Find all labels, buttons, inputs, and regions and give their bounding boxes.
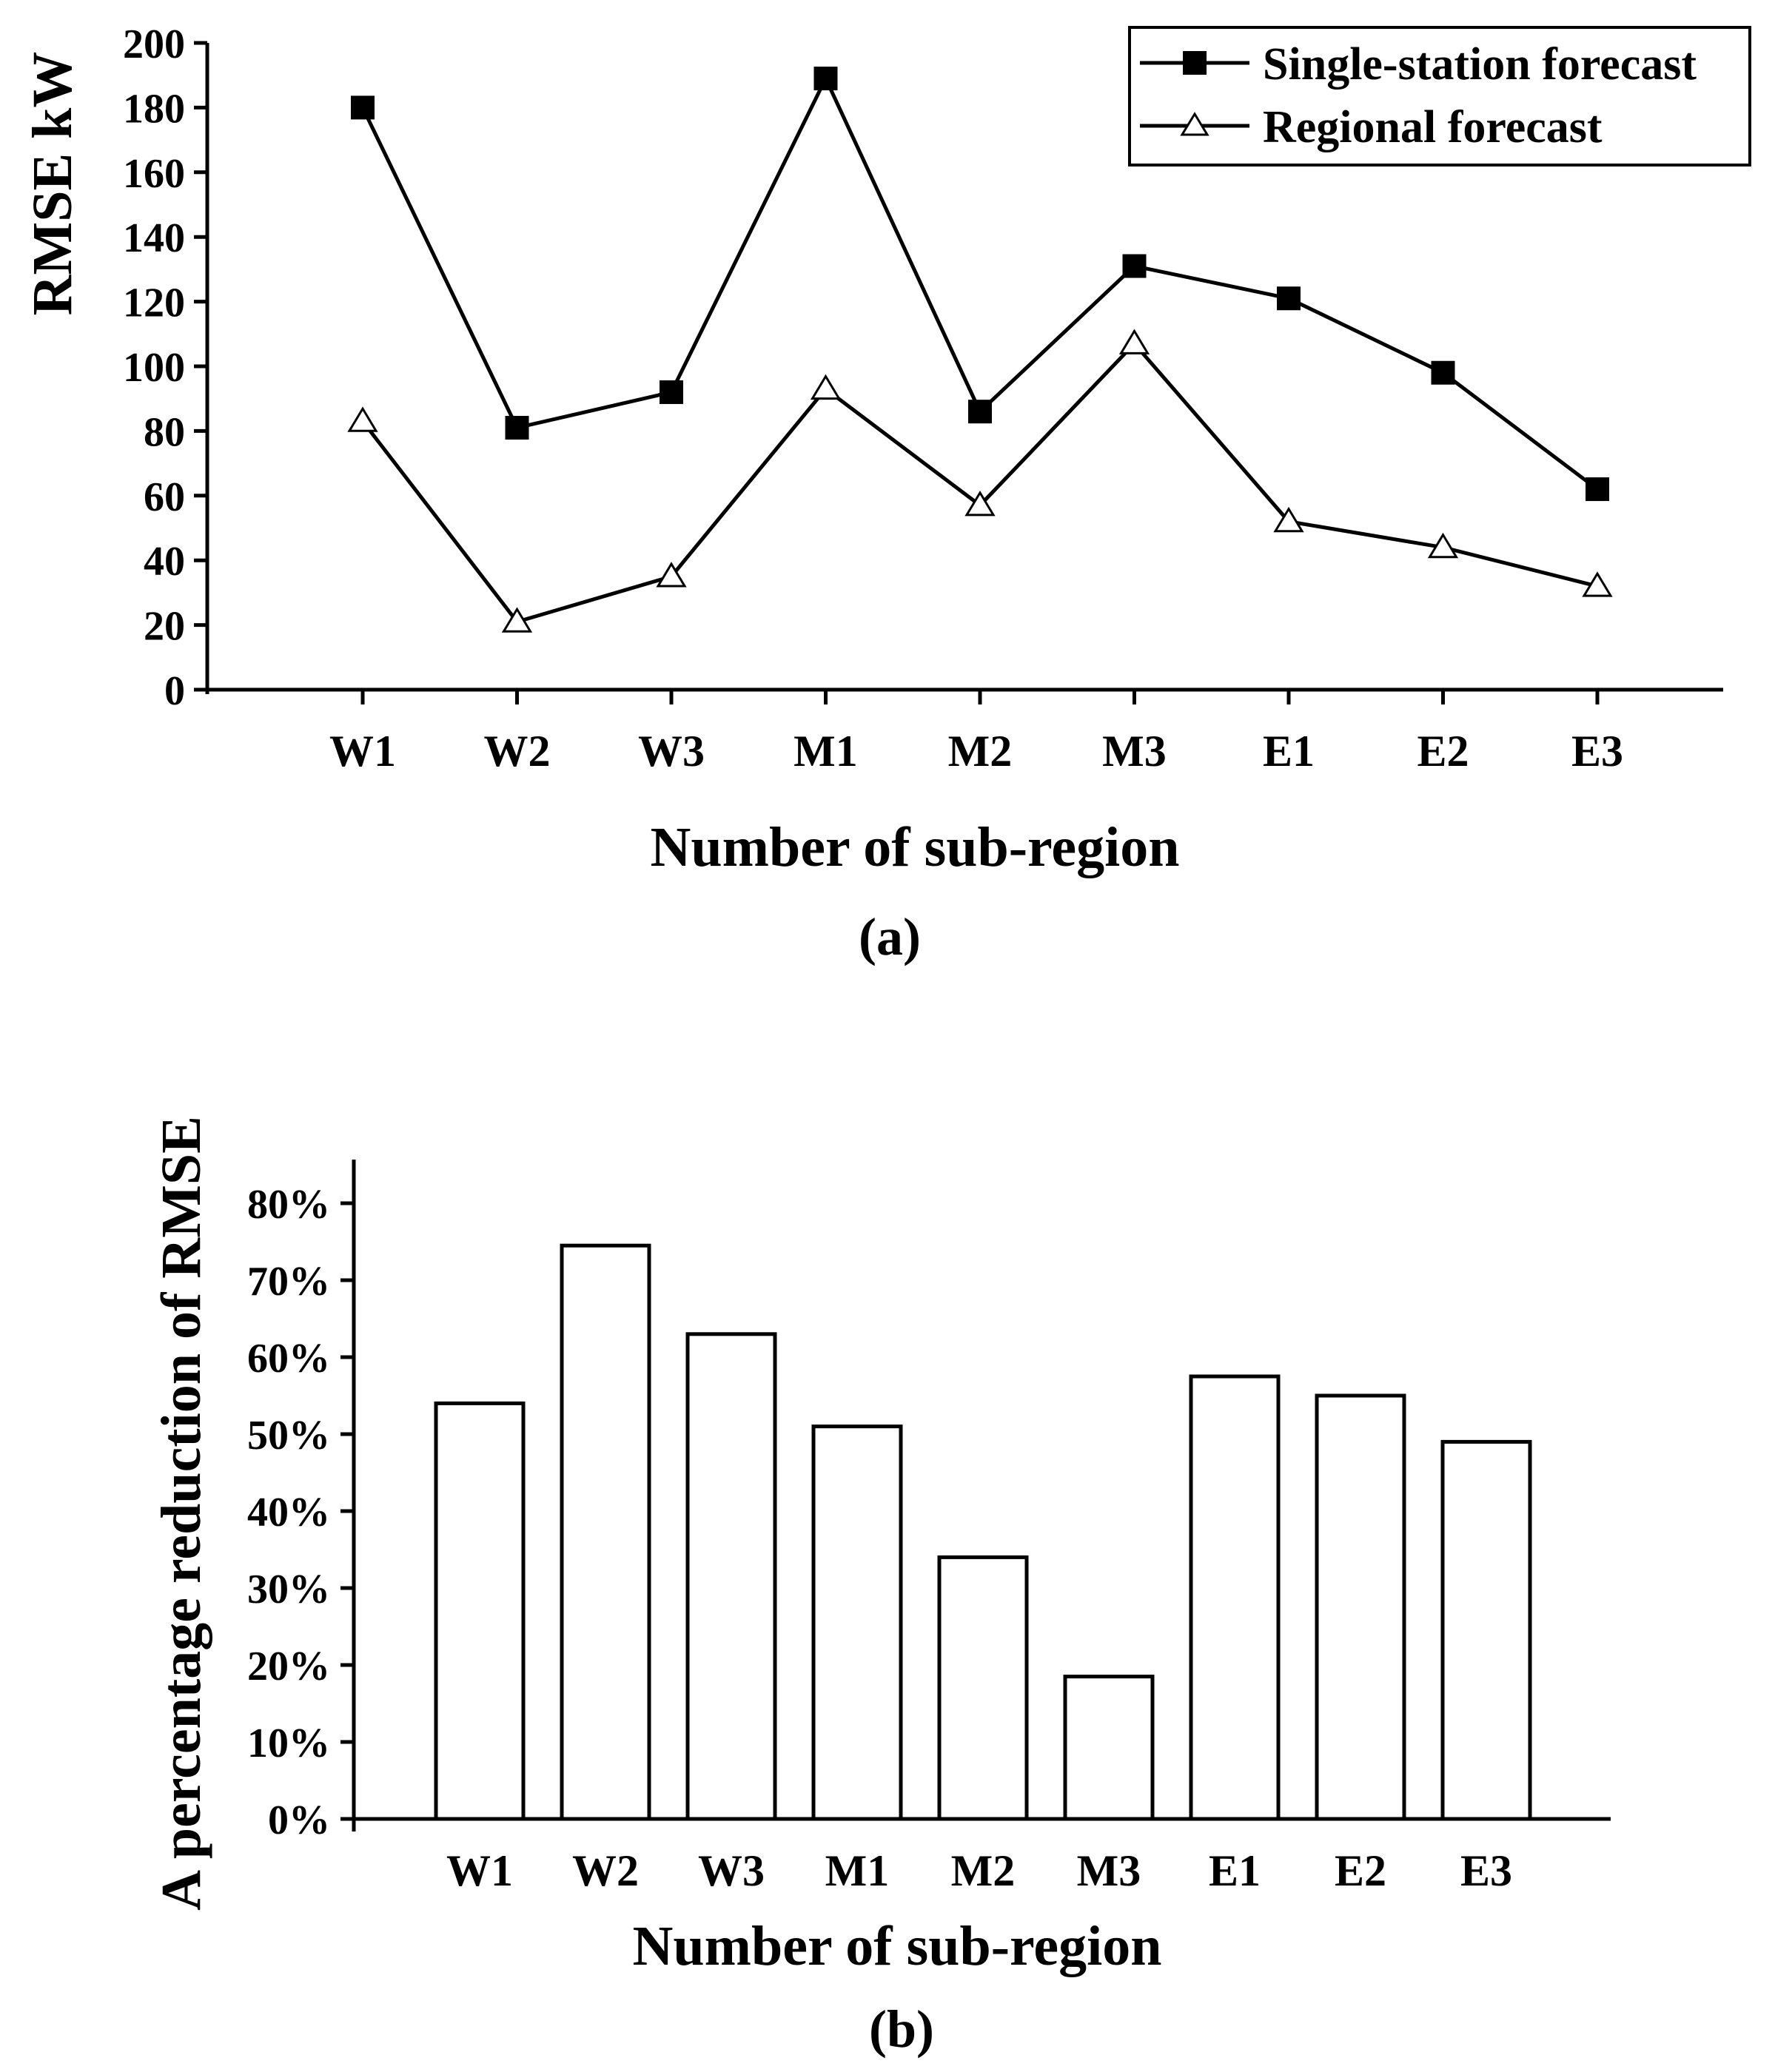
a-x-axis-title: Number of sub-region — [650, 816, 1179, 878]
b-y-tick-label: 10% — [247, 1720, 330, 1766]
a-point-single-station — [1431, 360, 1455, 385]
b-x-ticks: W1 W2 W3 M1 M2 M3 E1 E2 E3 — [446, 1846, 1512, 1895]
b-x-tick-label: W1 — [446, 1846, 513, 1895]
b-x-tick-label: M1 — [825, 1846, 890, 1895]
a-legend-frame — [1128, 26, 1751, 166]
b-panel-label: (b) — [869, 1999, 934, 2059]
b-bars — [434, 1243, 1532, 1821]
a-point-regional — [1273, 506, 1304, 533]
a-y-tick-label: 140 — [123, 215, 185, 261]
a-y-tick-label: 0 — [164, 668, 185, 714]
a-point-single-station — [1586, 477, 1609, 502]
a-point-regional — [347, 406, 378, 432]
a-x-tick-label: E1 — [1263, 727, 1315, 776]
a-point-regional — [1582, 571, 1613, 597]
a-x-tick-label: E3 — [1571, 727, 1623, 776]
a-x-tick-label: W3 — [638, 727, 705, 776]
a-point-regional — [1427, 532, 1459, 559]
b-bar-w1 — [434, 1401, 526, 1821]
legend-marker-open-triangle — [1180, 112, 1209, 136]
a-y-tick-label: 100 — [123, 345, 185, 391]
a-y-axis-title: RMSE kW — [21, 52, 84, 316]
a-point-single-station — [660, 380, 683, 404]
a-panel-label: (a) — [859, 907, 921, 966]
b-y-ticks: 0% 10% 20% 30% 40% 50% 60% 70% 80% — [247, 1182, 354, 1843]
b-y-tick-label: 20% — [247, 1644, 330, 1689]
b-y-tick-label: 50% — [247, 1413, 330, 1459]
panel-b-bar-chart: 0% 10% 20% 30% 40% 50% 60% 70% 80% W1 W2 W3 M1 M2 M3 E… — [150, 1116, 1611, 2059]
b-bar-m2 — [937, 1555, 1029, 1821]
b-y-tick-label: 40% — [247, 1490, 330, 1536]
a-series-line-regional — [361, 340, 1598, 625]
a-y-tick-label: 40 — [144, 539, 185, 585]
a-point-single-station — [968, 400, 992, 424]
a-point-single-station — [813, 67, 838, 91]
a-x-tick-label: E2 — [1417, 727, 1469, 776]
legend-marker-filled-square — [1183, 51, 1207, 75]
b-x-tick-label: M2 — [951, 1846, 1016, 1895]
b-y-tick-label: 60% — [247, 1336, 330, 1382]
b-y-tick-label: 80% — [247, 1182, 330, 1228]
b-bar-w2 — [560, 1243, 651, 1821]
a-x-tick-label: W2 — [484, 727, 551, 776]
a-point-regional — [501, 607, 533, 633]
a-point-regional — [964, 490, 996, 517]
b-y-tick-label: 0% — [268, 1797, 330, 1843]
a-series — [347, 67, 1613, 633]
a-y-tick-label: 80 — [144, 409, 185, 455]
b-bar-m3 — [1063, 1675, 1155, 1821]
a-legend: Single-station forecast Regional forecas… — [1128, 26, 1751, 166]
b-x-tick-label: W2 — [572, 1846, 639, 1895]
a-point-single-station — [1277, 286, 1301, 311]
a-x-tick-label: W1 — [329, 727, 396, 776]
a-y-tick-label: 120 — [123, 280, 185, 326]
legend-label-single: Single-station forecast — [1263, 39, 1697, 90]
b-y-axis-title: A percentage reduction of RMSE — [150, 1116, 212, 1911]
b-y-tick-label: 70% — [247, 1259, 330, 1305]
b-x-tick-label: E1 — [1209, 1846, 1261, 1895]
b-bar-m1 — [811, 1424, 903, 1821]
a-y-tick-label: 180 — [123, 86, 185, 132]
a-point-regional — [810, 374, 842, 400]
a-point-regional — [656, 562, 687, 588]
b-x-tick-label: M3 — [1077, 1846, 1141, 1895]
a-x-tick-label: M1 — [793, 727, 858, 776]
a-point-single-station — [351, 95, 375, 120]
panel-a-line-chart: 0 20 40 60 80 100 120 140 160 180 200 W1 W2 W3 M1 M2 M3… — [21, 21, 1751, 966]
a-x-tick-label: M2 — [948, 727, 1013, 776]
a-y-tick-label: 200 — [123, 21, 185, 67]
legend-label-regional: Regional forecast — [1263, 102, 1603, 152]
a-x-tick-label: M3 — [1102, 727, 1167, 776]
b-x-tick-label: W3 — [698, 1846, 765, 1895]
b-x-tick-label: E2 — [1335, 1846, 1386, 1895]
b-y-tick-label: 30% — [247, 1567, 330, 1612]
a-point-single-station — [505, 416, 529, 440]
b-x-tick-label: E3 — [1460, 1846, 1512, 1895]
a-x-ticks: W1 W2 W3 M1 M2 M3 E1 E2 E3 — [329, 690, 1623, 776]
a-point-single-station — [1122, 254, 1147, 278]
b-bar-e3 — [1440, 1439, 1532, 1821]
a-y-tick-label: 60 — [144, 474, 185, 520]
b-bar-w3 — [685, 1332, 777, 1821]
a-y-tick-label: 160 — [123, 151, 185, 197]
b-x-axis-title: Number of sub-region — [632, 1915, 1161, 1977]
b-bar-e2 — [1315, 1393, 1406, 1821]
b-bar-e1 — [1189, 1374, 1281, 1821]
a-y-tick-label: 20 — [144, 604, 185, 650]
a-y-ticks: 0 20 40 60 80 100 120 140 160 180 200 — [123, 21, 207, 714]
a-point-regional — [1118, 329, 1150, 354]
